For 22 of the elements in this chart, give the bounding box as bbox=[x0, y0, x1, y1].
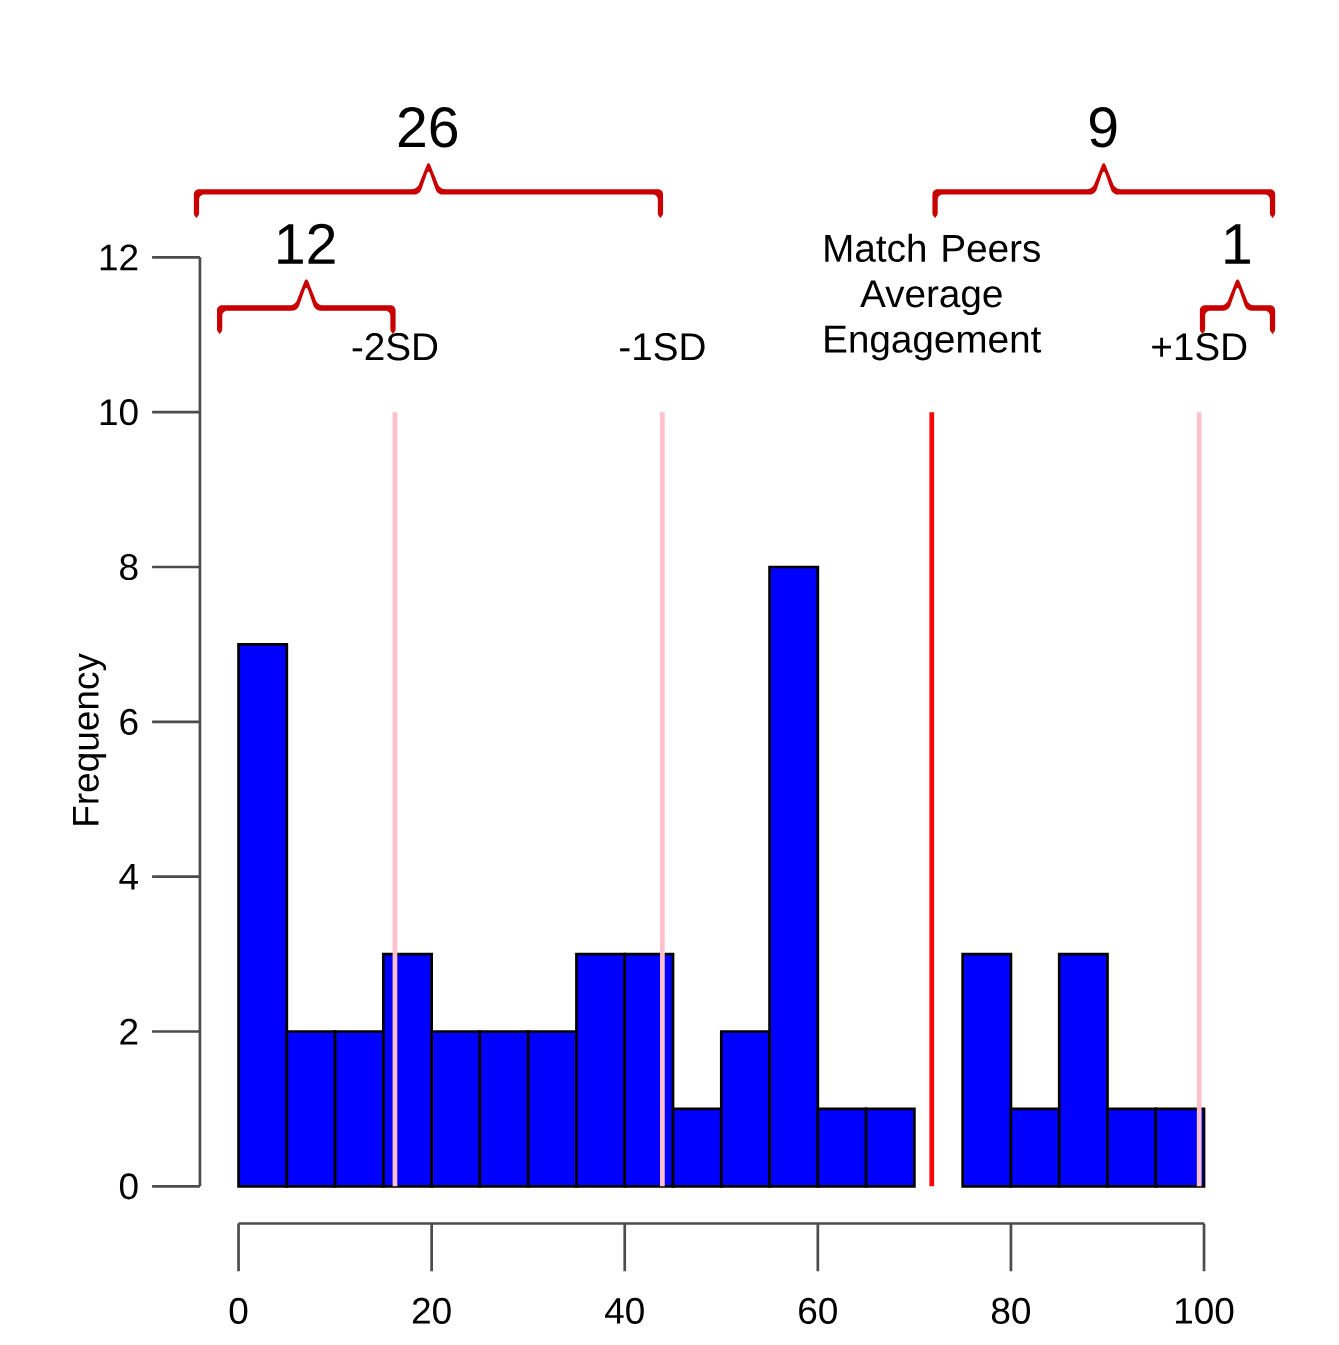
y-axis-title: Frequency bbox=[72, 653, 106, 825]
ref-line-label: Match Peers Average Engagement bbox=[825, 233, 1041, 361]
ref-line-label: -1SD bbox=[619, 333, 705, 361]
ref-line-label: +1SD bbox=[1152, 333, 1247, 361]
x-tick-label: 60 bbox=[799, 1297, 837, 1324]
ref-line-label: -2SD bbox=[352, 333, 437, 361]
text: 1 bbox=[1225, 224, 1250, 264]
y-tick-label: 4 bbox=[119, 863, 138, 890]
text: 26 bbox=[398, 107, 457, 148]
y-tick-label: 2 bbox=[120, 1018, 138, 1045]
y-tick-label: 8 bbox=[119, 553, 138, 581]
x-tick-label: 40 bbox=[604, 1297, 644, 1324]
x-tick-label: 0 bbox=[229, 1297, 248, 1324]
x-tick-label: 80 bbox=[991, 1297, 1030, 1324]
y-tick-label: 12 bbox=[100, 244, 138, 271]
y-tick-label: 0 bbox=[119, 1173, 138, 1200]
x-tick-label: 100 bbox=[1175, 1297, 1234, 1324]
x-tick-label: 20 bbox=[412, 1297, 451, 1324]
y-tick-label: 10 bbox=[100, 399, 138, 426]
annotation: 12 bbox=[278, 223, 335, 264]
text: 9 bbox=[1089, 107, 1117, 148]
y-tick-label: 6 bbox=[120, 708, 138, 735]
